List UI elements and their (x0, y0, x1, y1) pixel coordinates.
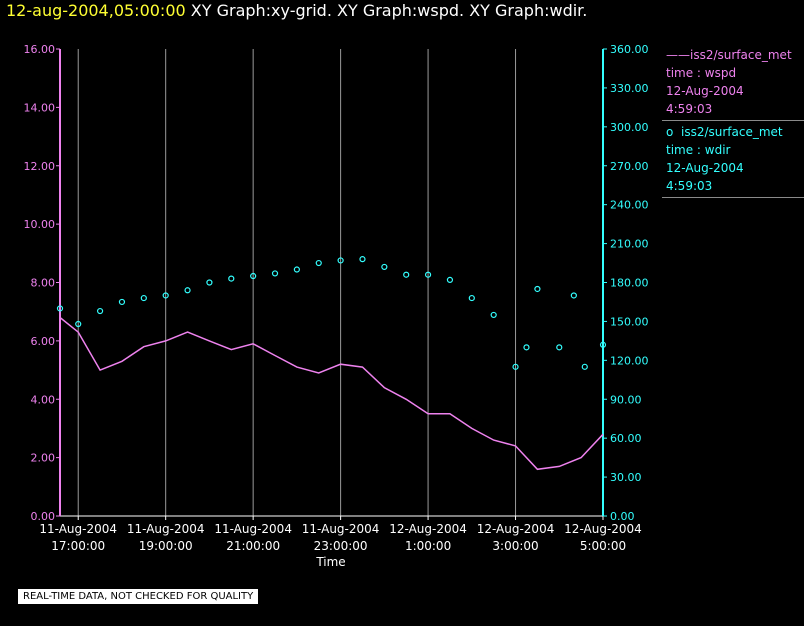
series-point-wdir (570, 292, 577, 299)
series-point-wdir (162, 292, 169, 299)
series-point-wdir (206, 279, 213, 286)
x-tick-label: 3:00:00 (492, 539, 538, 553)
x-tick-label: 19:00:00 (139, 539, 193, 553)
right-y-tick-label: 240.00 (610, 199, 649, 212)
x-tick-label: 21:00:00 (226, 539, 280, 553)
series-point-wdir (490, 311, 497, 319)
series-point-wdir (184, 287, 191, 294)
right-y-tick-label: 360.00 (610, 43, 649, 56)
x-tick-label: 11-Aug-2004 (214, 522, 292, 536)
legend-series-name: iss2/surface_met (680, 125, 783, 139)
series-point-wdir (534, 285, 541, 293)
legend-date: 12-Aug-2004 (666, 84, 744, 98)
series-point-wdir (337, 257, 344, 264)
legend-variable: time : wspd (666, 66, 737, 80)
x-tick-label: 11-Aug-2004 (302, 522, 380, 536)
series-point-wdir (523, 344, 530, 351)
x-tick-label: 12-Aug-2004 (389, 522, 467, 536)
series-point-wdir (228, 275, 235, 282)
series-line-wspd (59, 316, 604, 471)
legend-marker-line-icon: —— (666, 48, 690, 62)
series-point-wdir (75, 320, 82, 328)
series-point-wdir (581, 363, 588, 370)
series-point-wdir (250, 272, 257, 280)
x-tick-label: 12-Aug-2004 (564, 522, 642, 536)
series-point-wdir (468, 294, 475, 302)
right-y-tick-label: 150.00 (610, 315, 649, 328)
right-y-tick-label: 210.00 (610, 238, 649, 251)
series-point-wdir (271, 270, 279, 277)
series-point-wdir (359, 256, 366, 263)
right-y-tick-label: 180.00 (610, 277, 649, 290)
left-y-tick-label: 4.00 (31, 393, 56, 406)
series-point-wdir (446, 276, 454, 284)
right-y-tick-label: 330.00 (610, 82, 649, 95)
right-y-tick-label: 120.00 (610, 354, 649, 367)
series-point-wdir (96, 307, 104, 315)
legend-item-wspd[interactable]: ——iss2/surface_met time : wspd 12-Aug-20… (662, 44, 804, 121)
series-point-wdir (381, 263, 388, 271)
series-point-wdir (140, 294, 147, 302)
header-title: 12-aug-2004,05:00:00 XY Graph:xy-grid. X… (6, 1, 587, 20)
left-y-tick-label: 12.00 (24, 160, 56, 173)
series-point-wdir (512, 363, 519, 370)
legend-variable: time : wdir (666, 143, 731, 157)
right-y-tick-label: 90.00 (610, 393, 642, 406)
series-point-wdir (315, 259, 322, 267)
x-tick-label: 23:00:00 (314, 539, 368, 553)
series-point-wdir (56, 305, 64, 312)
legend-date: 12-Aug-2004 (666, 161, 744, 175)
right-y-tick-label: 270.00 (610, 160, 649, 173)
left-y-tick-label: 16.00 (24, 43, 56, 56)
header-graph-titles: XY Graph:xy-grid. XY Graph:wspd. XY Grap… (190, 1, 588, 20)
x-axis-label: Time (315, 555, 345, 569)
x-tick-label: 17:00:00 (51, 539, 105, 553)
header-date: 12-aug-2004,05:00:00 (6, 1, 186, 20)
left-y-tick-label: 14.00 (24, 101, 56, 114)
x-tick-label: 11-Aug-2004 (127, 522, 205, 536)
legend-marker-circle-icon: o (666, 125, 674, 139)
left-y-tick-label: 2.00 (31, 452, 56, 465)
right-y-tick-label: 60.00 (610, 432, 642, 445)
series-point-wdir (293, 266, 300, 273)
left-y-tick-label: 8.00 (31, 277, 56, 290)
quality-notice: REAL-TIME DATA, NOT CHECKED FOR QUALITY (18, 589, 259, 604)
series-point-wdir (556, 344, 563, 351)
legend-time: 4:59:03 (666, 102, 713, 116)
left-y-tick-label: 10.00 (24, 218, 56, 231)
x-tick-label: 1:00:00 (405, 539, 451, 553)
right-y-tick-label: 30.00 (610, 471, 642, 484)
legend: ——iss2/surface_met time : wspd 12-Aug-20… (662, 44, 804, 198)
x-tick-label: 5:00:00 (580, 539, 626, 553)
x-tick-label: 12-Aug-2004 (477, 522, 555, 536)
series-point-wdir (403, 271, 410, 278)
right-y-tick-label: 300.00 (610, 121, 649, 134)
left-y-tick-label: 0.00 (31, 510, 56, 523)
x-tick-label: 11-Aug-2004 (39, 522, 117, 536)
left-y-tick-label: 6.00 (31, 335, 56, 348)
series-point-wdir (118, 298, 126, 306)
legend-series-name: iss2/surface_met (690, 48, 792, 62)
right-y-tick-label: 0.00 (610, 510, 635, 523)
series-point-wdir (424, 271, 432, 278)
series-point-wdir (599, 341, 607, 348)
legend-item-wdir[interactable]: o iss2/surface_met time : wdir 12-Aug-20… (662, 121, 804, 198)
legend-time: 4:59:03 (666, 179, 713, 193)
